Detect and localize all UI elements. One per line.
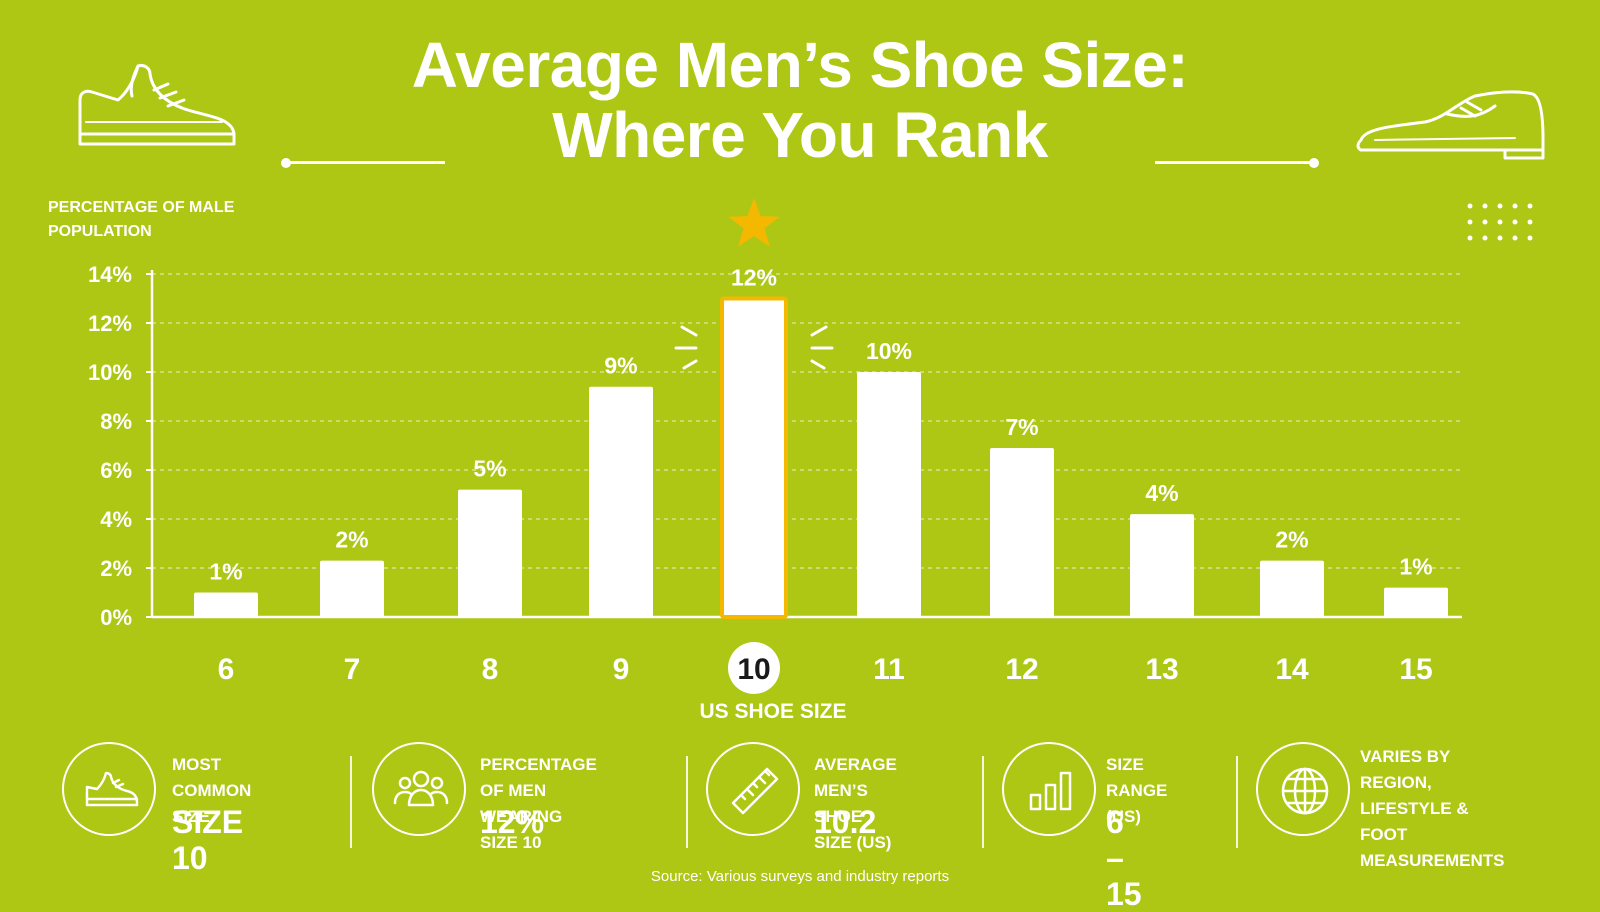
- stat-icon-circle: [1256, 742, 1350, 836]
- highlight-burst-line: [810, 359, 826, 370]
- x-tick-label: 6: [218, 653, 235, 686]
- y-axis-label: PERCENTAGE OF MALE POPULATION: [48, 196, 278, 244]
- y-tick-label: 4%: [100, 507, 132, 532]
- sneaker-icon: [78, 64, 236, 146]
- highlight-category-circle: [728, 642, 780, 694]
- source-note: Source: Various surveys and industry rep…: [650, 868, 950, 885]
- data-label: 9%: [604, 353, 637, 379]
- highlight-burst-line: [810, 325, 828, 337]
- stat-icon-circle: [372, 742, 466, 836]
- y-tick-label: 8%: [100, 409, 132, 434]
- chart-title: Average Men’s Shoe Size: Where You Rank: [0, 30, 1600, 170]
- stat-value: SIZE 10: [172, 804, 244, 876]
- y-tick-label: 6%: [100, 458, 132, 483]
- data-label: 7%: [1005, 414, 1038, 440]
- stat-label: PERCENTAGE OF MEN WEARING SIZE 10: [480, 752, 597, 856]
- stat-label: AVERAGE MEN’S SHOE SIZE (US): [814, 752, 897, 856]
- bar: [1384, 587, 1448, 617]
- stats-row: MOST COMMON SIZE SIZE 10 PERCENTAGE OF M…: [0, 736, 1600, 912]
- stat-icon-circle: [706, 742, 800, 836]
- y-tick-label: 12%: [88, 311, 132, 336]
- data-label: 5%: [473, 456, 506, 482]
- bar: [857, 372, 921, 617]
- stat-label-line-1: SIZE RANGE: [1106, 755, 1168, 800]
- bar-highlighted: [720, 296, 788, 619]
- stat-value: 12%: [480, 804, 545, 840]
- stat-label-line-2: (US): [1106, 807, 1141, 826]
- y-tick-label: 0%: [100, 605, 132, 630]
- data-label: 4%: [1145, 480, 1178, 506]
- x-axis-title: US SHOE SIZE: [699, 700, 847, 723]
- title-rule-left: [281, 157, 445, 168]
- ruler-icon: [731, 767, 779, 815]
- stat-divider: [1236, 756, 1238, 848]
- stat-icon-circle: [1002, 742, 1096, 836]
- x-tick-label: 8: [482, 653, 499, 686]
- data-label: 12%: [731, 265, 777, 291]
- y-axis-label-text: PERCENTAGE OF MALE POPULATION: [48, 199, 235, 240]
- stat-divider: [686, 756, 688, 848]
- highlight-burst-line: [680, 325, 698, 337]
- x-tick-label: 13: [1145, 653, 1178, 686]
- stat-label: MOST COMMON SIZE: [172, 752, 251, 830]
- bar: [194, 592, 258, 617]
- stat-label-line-1: AVERAGE MEN’S: [814, 755, 897, 800]
- stat-label-line-2: WEARING SIZE 10: [480, 807, 563, 852]
- bar: [1260, 560, 1324, 617]
- stat-label: VARIES BY REGION, LIFESTYLE & FOOT MEASU…: [1360, 744, 1505, 874]
- bar: [990, 447, 1054, 617]
- title-rule-right: [1155, 157, 1319, 168]
- title-line-2: Where You Rank: [552, 99, 1048, 171]
- globe-icon: [1281, 767, 1329, 815]
- stat-divider: [982, 756, 984, 848]
- stat-label-line-3: MEASUREMENTS: [1360, 851, 1505, 870]
- bar: [589, 386, 653, 617]
- data-label: 1%: [209, 559, 242, 585]
- stat-divider: [350, 756, 352, 848]
- y-tick-label: 10%: [88, 360, 132, 385]
- dot-grid-decoration: [1467, 203, 1533, 241]
- data-label: 10%: [866, 338, 912, 364]
- bar: [1130, 514, 1194, 617]
- star-icon: [728, 198, 780, 247]
- x-tick-label: 10: [737, 653, 770, 686]
- stat-value: 10.2: [814, 804, 877, 840]
- stat-label-line-1: PERCENTAGE OF MEN: [480, 755, 597, 800]
- stat-label-line-2: SIZE: [172, 807, 210, 826]
- bar: [458, 489, 522, 617]
- data-label: 2%: [335, 527, 368, 553]
- data-label: 2%: [1275, 527, 1308, 553]
- dress-shoe-icon: [1356, 90, 1545, 160]
- data-label: 1%: [1399, 554, 1432, 580]
- x-tick-label: 11: [873, 653, 905, 686]
- stat-label-line-2: LIFESTYLE & FOOT: [1360, 799, 1469, 844]
- bar-chart-icon: [1029, 771, 1072, 811]
- people-group-icon: [393, 770, 449, 807]
- stat-label-line-1: MOST COMMON: [172, 755, 252, 800]
- y-tick-label: 14%: [88, 262, 132, 287]
- bar-chart: 0% 2% 4% 6% 8% 10% 12% 14% 1% 6 2% 7 5% 8 9% 9 12% 10 10% 1…: [88, 198, 1462, 694]
- x-tick-label: 12: [1005, 653, 1038, 686]
- bar: [320, 560, 384, 617]
- stat-label: SIZE RANGE (US): [1106, 752, 1167, 830]
- stat-value: 6 – 15: [1106, 804, 1142, 912]
- highlight-burst-line: [682, 359, 698, 370]
- stat-icon-circle: [62, 742, 156, 836]
- stat-label-line-2: SHOE SIZE (US): [814, 807, 892, 852]
- x-tick-label: 15: [1399, 653, 1432, 686]
- x-tick-label: 14: [1275, 653, 1309, 686]
- sneaker-icon: [85, 771, 139, 807]
- x-tick-label: 7: [344, 653, 361, 686]
- y-tick-label: 2%: [100, 556, 132, 581]
- x-tick-label: 9: [613, 653, 630, 686]
- title-line-1: Average Men’s Shoe Size:: [411, 29, 1189, 101]
- stat-label-line-1: VARIES BY REGION,: [1360, 747, 1451, 792]
